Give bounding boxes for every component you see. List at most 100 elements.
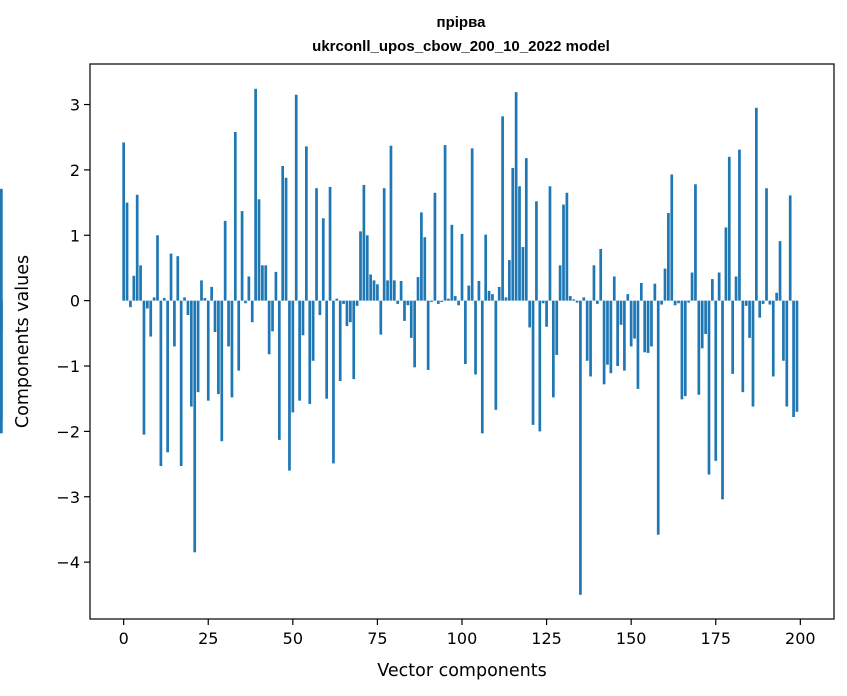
bar-50 <box>291 300 295 413</box>
bar-142 <box>602 300 606 385</box>
bar-166 <box>683 300 687 397</box>
y-tick-label: 2 <box>70 161 80 180</box>
x-tick-label: 75 <box>367 629 387 648</box>
bar-147 <box>619 300 623 325</box>
bar-undefined <box>0 188 3 301</box>
bar-4 <box>135 194 139 301</box>
bar-5 <box>139 265 142 301</box>
x-tick-label: 100 <box>447 629 478 648</box>
bar-94 <box>440 300 444 302</box>
x-tick-label: 50 <box>283 629 303 648</box>
bar-164 <box>677 300 680 304</box>
bar-87 <box>416 277 420 301</box>
bar-16 <box>176 256 180 301</box>
bar-22 <box>196 300 200 393</box>
bar-17 <box>179 300 183 467</box>
bar-139 <box>592 265 596 301</box>
bar-20 <box>189 300 193 407</box>
bar-26 <box>210 286 213 301</box>
bars-group <box>0 88 799 595</box>
bar-194 <box>778 241 782 301</box>
bar-179 <box>727 156 731 301</box>
bar-83 <box>403 300 406 321</box>
bar-100 <box>460 233 464 301</box>
bar-59 <box>321 218 325 301</box>
bar-182 <box>738 149 741 301</box>
x-tick-label: 125 <box>531 629 562 648</box>
y-axis: −4 −3 −2 −1 0 1 2 3 <box>56 96 90 572</box>
bar-21 <box>193 300 197 553</box>
bar-195 <box>782 300 785 361</box>
bar-60 <box>325 300 329 399</box>
bar-138 <box>589 300 592 377</box>
bar-152 <box>636 300 640 389</box>
bar-108 <box>487 290 491 301</box>
bar-128 <box>555 300 559 355</box>
bar-63 <box>335 298 339 301</box>
bar-62 <box>332 300 335 464</box>
bar-74 <box>372 280 376 301</box>
bar-69 <box>355 300 359 306</box>
bar-193 <box>775 292 779 301</box>
bar-71 <box>362 184 366 301</box>
bar-154 <box>643 300 647 353</box>
bar-0 <box>122 142 126 301</box>
bar-93 <box>436 300 440 304</box>
bar-18 <box>183 297 186 301</box>
bar-173 <box>707 300 711 475</box>
bar-49 <box>288 300 291 471</box>
bar-140 <box>595 300 599 304</box>
bar-150 <box>629 300 633 347</box>
bar-31 <box>227 300 230 347</box>
y-tick-label: −3 <box>56 488 80 507</box>
bar-51 <box>294 94 298 301</box>
bar-28 <box>217 300 220 395</box>
bar-116 <box>514 92 518 301</box>
bar-118 <box>521 247 525 301</box>
bar-190 <box>765 188 768 301</box>
bar-121 <box>531 300 535 425</box>
bar-171 <box>700 300 704 349</box>
bar-157 <box>653 283 657 301</box>
bar-133 <box>572 299 576 301</box>
bar-115 <box>511 167 515 301</box>
bar-107 <box>484 234 488 301</box>
bar-186 <box>751 300 755 407</box>
bar-111 <box>497 286 501 301</box>
bar-136 <box>582 297 586 301</box>
bar-119 <box>524 158 528 301</box>
bar-30 <box>223 220 227 301</box>
bar-155 <box>646 300 650 353</box>
y-tick-label: 3 <box>70 96 80 115</box>
bar-67 <box>349 300 352 323</box>
bar-25 <box>206 300 210 401</box>
bar-104 <box>474 300 477 375</box>
bar-165 <box>680 300 684 400</box>
bar-180 <box>731 300 735 374</box>
bar-162 <box>670 174 674 301</box>
bar-112 <box>501 116 504 301</box>
bar-8 <box>149 300 153 337</box>
bar-88 <box>420 212 423 301</box>
bar-10 <box>156 235 159 301</box>
bar-114 <box>508 260 511 301</box>
bar-23 <box>200 280 203 301</box>
y-tick-label: 1 <box>70 226 80 245</box>
bar-66 <box>345 300 349 327</box>
bar-170 <box>697 300 701 395</box>
bar-129 <box>558 265 562 301</box>
y-tick-label: −4 <box>56 553 80 572</box>
bar-64 <box>338 300 342 382</box>
bar-32 <box>230 300 234 398</box>
bar-168 <box>690 272 694 301</box>
x-axis: 0 25 50 75 100 125 150 175 200 <box>119 619 816 648</box>
bar-24 <box>203 298 207 301</box>
bar-47 <box>281 165 285 301</box>
bar-120 <box>528 300 532 328</box>
bar-156 <box>650 300 653 347</box>
bar-97 <box>450 224 454 301</box>
bar-178 <box>724 227 728 301</box>
bar-34 <box>237 300 241 371</box>
bar-192 <box>771 300 775 377</box>
